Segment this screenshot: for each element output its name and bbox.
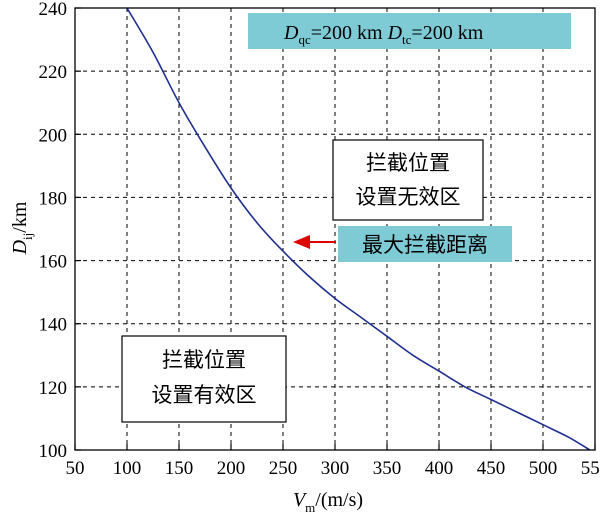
max-distance-label: 最大拦截距离 bbox=[338, 226, 512, 262]
valid-region-box: 拦截位置 设置有效区 bbox=[121, 335, 287, 423]
max-distance-arrow-head bbox=[293, 235, 310, 249]
max-distance-label-text: 最大拦截距离 bbox=[362, 233, 488, 257]
y-tick-label-140: 140 bbox=[39, 315, 68, 336]
max-distance-arrow bbox=[293, 235, 336, 249]
top-info-value-qc: =200 km bbox=[311, 22, 388, 44]
y-tick-label-180: 180 bbox=[39, 188, 68, 209]
x-tick-label-450: 450 bbox=[477, 458, 506, 479]
x-tick-label-50: 50 bbox=[66, 458, 85, 479]
x-tick-label-200: 200 bbox=[217, 458, 246, 479]
top-info-d-qc: D bbox=[283, 22, 299, 44]
invalid-region-box: 拦截位置 设置无效区 bbox=[332, 139, 484, 221]
top-info-sub-tc: tc bbox=[402, 32, 412, 47]
top-info-sub-qc: qc bbox=[298, 32, 311, 47]
svg-text:Dij/km: Dij/km bbox=[9, 201, 35, 255]
x-axis-label: Vm/(m/s) bbox=[293, 489, 363, 515]
max-distance-label-bg bbox=[338, 226, 512, 262]
y-tick-label-120: 120 bbox=[39, 378, 68, 399]
x-tick-label-500: 500 bbox=[529, 458, 558, 479]
tick-layer: 5010015020025030035040045050055010012014… bbox=[39, 0, 600, 479]
x-tick-label-550: 550 bbox=[581, 458, 600, 479]
y-axis-label: Dij/km bbox=[9, 201, 35, 255]
y-axis-label-sub: ij bbox=[20, 233, 35, 240]
y-axis-label-unit: /km bbox=[9, 201, 31, 233]
y-tick-label-220: 220 bbox=[39, 62, 68, 83]
invalid-region-box-bg bbox=[332, 139, 484, 221]
y-tick-label-160: 160 bbox=[39, 252, 68, 273]
x-tick-label-300: 300 bbox=[321, 458, 350, 479]
x-tick-label-150: 150 bbox=[165, 458, 194, 479]
top-info-value-tc: =200 km bbox=[411, 22, 483, 44]
x-axis-label-sub: m bbox=[305, 500, 315, 515]
y-tick-label-100: 100 bbox=[39, 441, 68, 462]
top-info-box-text: Dqc=200 km Dtc=200 km bbox=[283, 22, 484, 47]
x-tick-label-400: 400 bbox=[425, 458, 454, 479]
valid-region-line-1: 拦截位置 bbox=[162, 348, 246, 372]
top-info-d-tc: D bbox=[387, 22, 403, 44]
top-info-box: Dqc=200 km Dtc=200 km bbox=[248, 13, 571, 49]
top-info-box-bg bbox=[248, 13, 571, 49]
valid-region-box-bg bbox=[121, 335, 287, 423]
series-layer bbox=[126, 7, 591, 451]
invalid-region-line-2: 设置无效区 bbox=[356, 185, 461, 209]
x-tick-label-250: 250 bbox=[269, 458, 298, 479]
y-tick-label-240: 240 bbox=[39, 0, 68, 20]
invalid-region-line-1: 拦截位置 bbox=[366, 151, 450, 175]
x-tick-label-100: 100 bbox=[113, 458, 142, 479]
y-axis-label-main: D bbox=[9, 239, 31, 255]
series-line-0 bbox=[126, 7, 591, 451]
x-axis-label-unit: /(m/s) bbox=[315, 489, 363, 511]
y-tick-label-200: 200 bbox=[39, 125, 68, 146]
valid-region-line-2: 设置有效区 bbox=[152, 383, 257, 407]
x-tick-label-350: 350 bbox=[373, 458, 402, 479]
x-axis-label-main: V bbox=[293, 489, 308, 511]
